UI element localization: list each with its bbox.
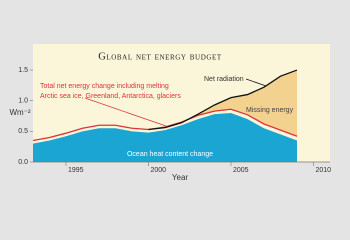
x-tick-label: 2005 (233, 167, 249, 174)
y-tick-label: 0.0 (18, 159, 28, 166)
chart: Global net energy budget Year Wm⁻² 0.0 0.… (9, 44, 332, 182)
ocean-heat-area (33, 112, 297, 162)
series-label: Arctic sea ice, Greenland, Antarctica, g… (40, 93, 181, 100)
gap-label: Missing energy (246, 107, 294, 114)
series-label: Ocean heat content change (127, 151, 213, 158)
y-tick-label: 1.0 (18, 98, 28, 105)
y-axis-label: Wm⁻² (9, 108, 30, 117)
chart-title: Global net energy budget (98, 51, 222, 62)
x-tick-label: 1995 (68, 167, 84, 174)
missing-energy-area (148, 70, 297, 137)
x-axis-label: Year (172, 173, 189, 182)
net-radiation-line (148, 69, 298, 131)
annotation-arrow (84, 97, 167, 127)
x-tick-label: 2000 (151, 167, 167, 174)
y-tick-label: 0.5 (18, 128, 28, 135)
x-tick-label: 2010 (316, 167, 332, 174)
series-label: Net radiation (204, 76, 244, 83)
series-label: Total net energy change including meltin… (40, 83, 169, 90)
y-tick-label: 1.5 (18, 67, 28, 74)
